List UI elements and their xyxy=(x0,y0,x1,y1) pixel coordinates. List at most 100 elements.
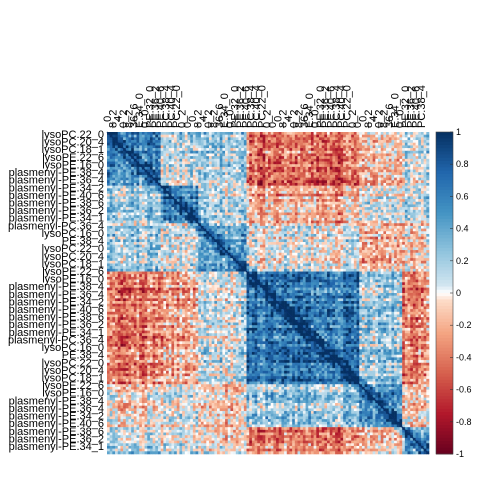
heatmap-cell xyxy=(107,180,110,184)
heatmap-cell xyxy=(402,158,406,162)
heatmap-cell xyxy=(321,201,325,205)
heatmap-cell xyxy=(243,228,247,232)
heatmap-cell xyxy=(254,228,258,232)
heatmap-cell xyxy=(388,166,392,170)
heatmap-cell xyxy=(120,207,124,211)
heatmap-cell xyxy=(329,142,333,146)
heatmap-cell xyxy=(332,236,336,240)
heatmap-cell xyxy=(265,231,269,235)
heatmap-cell xyxy=(174,209,178,213)
heatmap-cell xyxy=(176,209,180,213)
heatmap-cell xyxy=(139,172,143,176)
heatmap-cell xyxy=(324,137,328,141)
heatmap-cell xyxy=(294,164,298,168)
heatmap-cell xyxy=(423,158,427,162)
heatmap-cell xyxy=(147,199,151,203)
heatmap-cell xyxy=(327,180,331,184)
heatmap-cell xyxy=(426,132,430,135)
heatmap-cell xyxy=(388,239,392,243)
heatmap-cell xyxy=(117,207,121,211)
heatmap-cell xyxy=(276,225,280,229)
heatmap-cell xyxy=(107,204,110,208)
heatmap-cell xyxy=(120,166,124,170)
heatmap-cell xyxy=(378,174,381,178)
heatmap-cell xyxy=(300,134,304,138)
heatmap-cell xyxy=(380,191,384,195)
heatmap-cell xyxy=(152,223,156,227)
heatmap-cell xyxy=(356,236,360,240)
heatmap-cell xyxy=(131,199,135,203)
heatmap-cell xyxy=(289,199,293,203)
heatmap-cell xyxy=(160,193,164,197)
heatmap-cell xyxy=(278,212,282,216)
heatmap-cell xyxy=(316,188,320,192)
heatmap-cell xyxy=(289,191,293,195)
heatmap-cell xyxy=(149,142,153,146)
heatmap-cell xyxy=(420,220,424,224)
heatmap-cell xyxy=(402,153,406,157)
heatmap-cell xyxy=(329,188,333,192)
heatmap-cell xyxy=(198,201,202,205)
heatmap-cell xyxy=(238,199,242,203)
heatmap-cell xyxy=(117,204,121,208)
heatmap-cell xyxy=(141,180,145,184)
heatmap-cell xyxy=(310,191,314,195)
heatmap-cell xyxy=(227,140,231,144)
heatmap-cell xyxy=(243,242,247,245)
heatmap-cell xyxy=(297,137,301,141)
heatmap-cell xyxy=(420,233,424,237)
heatmap-cell xyxy=(233,231,237,235)
heatmap-cell xyxy=(109,172,113,176)
heatmap-cell xyxy=(297,158,301,162)
heatmap-cell xyxy=(190,132,194,135)
heatmap-cell xyxy=(238,196,242,200)
heatmap-cell xyxy=(211,142,215,146)
heatmap-cell xyxy=(337,156,341,160)
heatmap-cell xyxy=(308,174,312,178)
heatmap-cell xyxy=(259,215,263,219)
heatmap-cell xyxy=(407,185,411,189)
heatmap-cell xyxy=(268,134,271,138)
heatmap-cell xyxy=(174,156,178,160)
heatmap-cell xyxy=(308,148,312,152)
heatmap-cell xyxy=(195,215,199,219)
heatmap-cell xyxy=(152,204,156,208)
heatmap-cell xyxy=(289,177,293,181)
heatmap-cell xyxy=(155,242,159,245)
heatmap-cell xyxy=(335,196,339,200)
heatmap-cell xyxy=(412,239,416,243)
heatmap-cell xyxy=(227,148,231,152)
heatmap-cell xyxy=(324,164,328,168)
heatmap-cell xyxy=(375,188,379,192)
heatmap-cell xyxy=(420,161,424,165)
heatmap-cell xyxy=(335,158,339,162)
heatmap-cell xyxy=(386,193,390,197)
heatmap-cell xyxy=(394,150,398,154)
heatmap-cell xyxy=(380,207,384,211)
heatmap-cell xyxy=(217,161,220,165)
heatmap-cell xyxy=(343,180,347,184)
heatmap-cell xyxy=(270,169,274,173)
heatmap-cell xyxy=(262,153,266,157)
heatmap-cell xyxy=(235,164,239,168)
heatmap-cell xyxy=(318,174,322,178)
heatmap-cell xyxy=(367,231,371,235)
heatmap-cell xyxy=(426,228,430,232)
heatmap-cell xyxy=(190,153,194,157)
heatmap-cell xyxy=(171,153,175,157)
heatmap-cell xyxy=(321,188,325,192)
heatmap-cell xyxy=(182,225,186,229)
heatmap-cell xyxy=(297,207,301,211)
heatmap-cell xyxy=(321,220,325,224)
heatmap-cell xyxy=(117,239,121,243)
heatmap-cell xyxy=(404,199,408,203)
heatmap-cell xyxy=(302,185,306,189)
heatmap-cell xyxy=(112,153,116,157)
heatmap-cell xyxy=(268,132,271,135)
heatmap-cell xyxy=(155,233,159,237)
heatmap-cell xyxy=(404,223,408,227)
heatmap-cell xyxy=(388,142,392,146)
heatmap-cell xyxy=(259,142,263,146)
heatmap-cell xyxy=(337,212,341,216)
heatmap-cell xyxy=(254,239,258,243)
